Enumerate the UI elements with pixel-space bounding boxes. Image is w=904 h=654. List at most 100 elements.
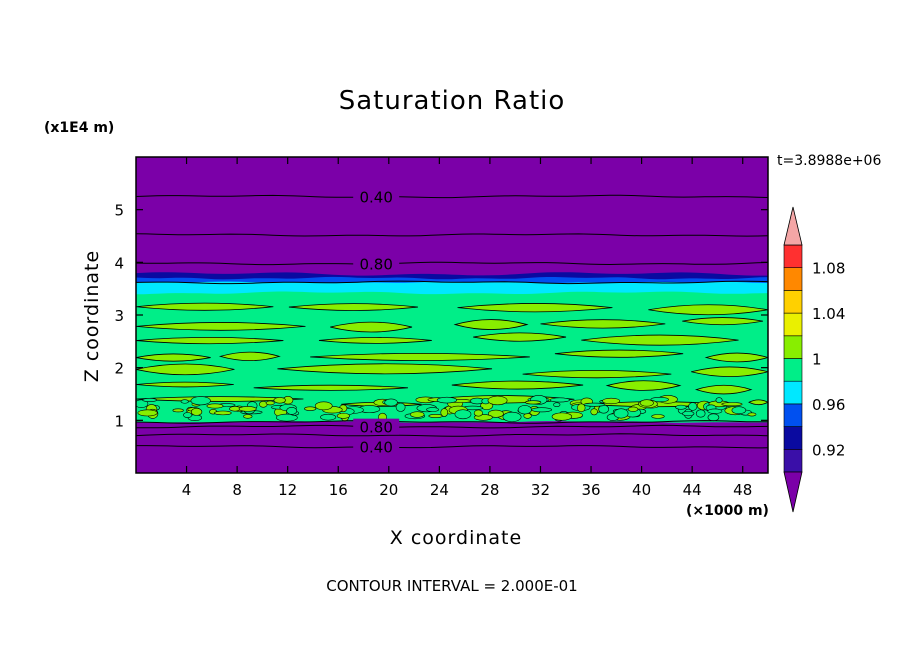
contour-line <box>136 424 768 429</box>
contour-line <box>136 233 768 237</box>
blob <box>180 399 189 404</box>
streak <box>136 302 274 311</box>
blob <box>553 402 561 408</box>
colorbar-swatch <box>783 290 803 314</box>
blob <box>707 413 720 422</box>
chart-title: Saturation Ratio <box>338 86 566 116</box>
contour-label-bg <box>353 438 400 455</box>
colorbar-swatch <box>783 335 803 359</box>
contour-field <box>136 157 768 473</box>
streak <box>451 380 584 390</box>
blob <box>428 414 443 418</box>
x-tick-label: 12 <box>278 481 297 499</box>
blob <box>487 409 504 418</box>
colorbar-label: 1.08 <box>812 260 845 278</box>
streak <box>310 352 530 361</box>
colorbar: 0.92 0.96 1 1.04 1.08 <box>783 206 845 513</box>
contour-line <box>136 433 768 437</box>
x-tick-label: 4 <box>182 481 192 499</box>
blob <box>707 408 723 414</box>
blob <box>426 407 439 412</box>
blob <box>627 406 639 412</box>
colorbar-label: 0.92 <box>812 441 845 459</box>
blob <box>602 397 621 405</box>
y-tick-label: 3 <box>114 307 124 325</box>
streak <box>218 351 281 362</box>
streak <box>457 303 613 313</box>
blob <box>639 399 654 407</box>
blob <box>206 403 224 409</box>
blob <box>502 411 522 422</box>
streak <box>288 303 418 311</box>
contour-line <box>136 261 768 266</box>
streak <box>453 319 529 330</box>
blob <box>410 411 425 418</box>
y-tick-label: 1 <box>114 412 124 430</box>
contour-labels: 0.40 0.80 0.80 0.40 <box>353 188 400 457</box>
blob <box>172 408 184 413</box>
streak <box>522 370 672 379</box>
blob <box>531 407 553 413</box>
colorbar-swatch <box>783 244 803 269</box>
streak <box>748 399 768 406</box>
contour-line <box>136 194 768 199</box>
streak <box>694 384 753 395</box>
blob <box>650 397 669 403</box>
x-tick-label: 40 <box>632 481 651 499</box>
blob <box>525 400 542 405</box>
contour-lines <box>136 194 768 449</box>
colorbar-swatch <box>783 426 803 450</box>
blob <box>336 412 350 419</box>
y-tick-label: 5 <box>114 202 124 220</box>
contour-line <box>136 445 768 449</box>
x-tick-label: 48 <box>733 481 752 499</box>
contour-label-bg <box>353 255 400 272</box>
streak <box>136 337 284 345</box>
streak <box>605 380 682 391</box>
streak <box>554 349 684 358</box>
colorbar-swatch <box>783 267 803 291</box>
contour-label-bg <box>353 188 400 205</box>
colorbar-swatch <box>783 380 803 405</box>
blob <box>314 401 333 411</box>
time-label: t=3.8988e+06 <box>777 153 882 169</box>
blob <box>577 403 586 413</box>
colorbar-swatch <box>783 358 803 382</box>
blob <box>651 414 665 419</box>
blob <box>551 412 573 421</box>
contour-interval-note: CONTOUR INTERVAL = 2.000E-01 <box>326 577 578 595</box>
contour-line <box>136 420 768 424</box>
blob <box>583 402 606 407</box>
blob <box>731 406 747 415</box>
blob <box>273 397 286 404</box>
colorbar-over-arrow <box>783 206 803 246</box>
blob <box>675 404 687 410</box>
streak <box>473 332 567 342</box>
blob <box>190 396 211 406</box>
blob <box>243 414 253 419</box>
streak <box>136 363 235 376</box>
blob <box>214 410 232 416</box>
blob <box>682 411 695 417</box>
blob <box>384 398 398 407</box>
blob <box>715 397 723 404</box>
x-tick-label: 32 <box>531 481 550 499</box>
blob <box>395 402 406 412</box>
blob <box>238 406 257 412</box>
colorbar-label: 1 <box>812 351 822 369</box>
y-axis-ticks: 1 2 3 4 5 <box>114 202 768 430</box>
blob <box>136 399 149 408</box>
streak <box>704 352 768 363</box>
x-tick-label: 36 <box>581 481 600 499</box>
blob <box>142 398 158 403</box>
streak <box>277 363 493 375</box>
x-tick-label: 16 <box>329 481 348 499</box>
streak <box>136 381 234 388</box>
blob <box>440 408 449 417</box>
colorbar-under-arrow <box>783 471 803 513</box>
blob <box>473 409 483 417</box>
contour-label: 0.80 <box>359 255 392 273</box>
blob <box>613 408 629 419</box>
